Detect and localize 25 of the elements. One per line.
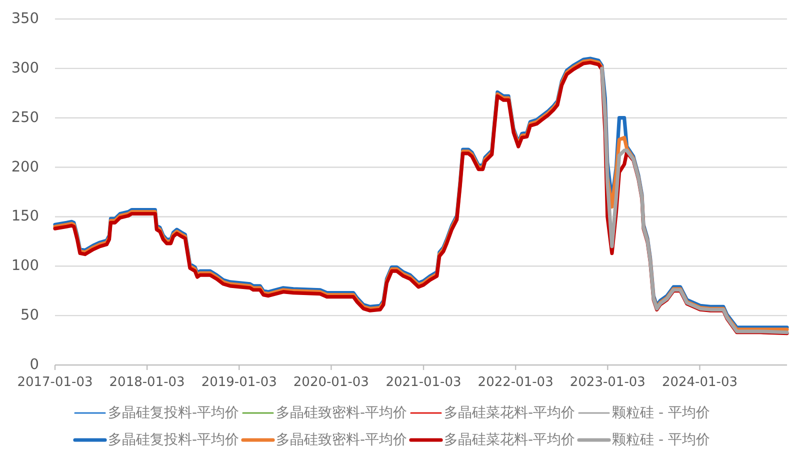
x-tick-label: 2018-01-03 [109, 375, 185, 390]
y-tick-label: 150 [11, 208, 39, 225]
y-tick-label: 300 [11, 60, 39, 76]
x-tick-label: 2024-01-03 [662, 375, 738, 390]
legend-label: 颗粒硅 - 平均价 [612, 432, 710, 448]
x-tick-label: 2021-01-03 [386, 375, 462, 390]
y-tick-label: 50 [20, 308, 39, 324]
legend-label: 颗粒硅 - 平均价 [612, 405, 710, 421]
legend-label: 多晶硅复投料-平均价 [108, 405, 240, 421]
legend-label: 多晶硅菜花料-平均价 [444, 432, 576, 448]
y-tick-label: 200 [11, 159, 39, 176]
y-tick-label: 250 [11, 110, 39, 126]
x-tick-label: 2020-01-03 [293, 375, 369, 390]
legend-label: 多晶硅复投料-平均价 [108, 432, 240, 448]
line-series [600, 66, 789, 334]
x-tick-label: 2017-01-03 [17, 375, 93, 390]
y-tick-label: 100 [11, 258, 39, 274]
legend-label: 多晶硅致密料-平均价 [276, 432, 408, 448]
x-tick-label: 2022-01-03 [478, 375, 554, 390]
y-tick-label: 0 [30, 357, 39, 373]
x-tick-label: 2019-01-03 [201, 375, 277, 390]
legend-label: 多晶硅菜花料-平均价 [444, 405, 576, 421]
y-tick-label: 350 [11, 11, 39, 27]
x-tick-label: 2023-01-03 [570, 375, 646, 390]
legend-label: 多晶硅致密料-平均价 [276, 405, 408, 421]
